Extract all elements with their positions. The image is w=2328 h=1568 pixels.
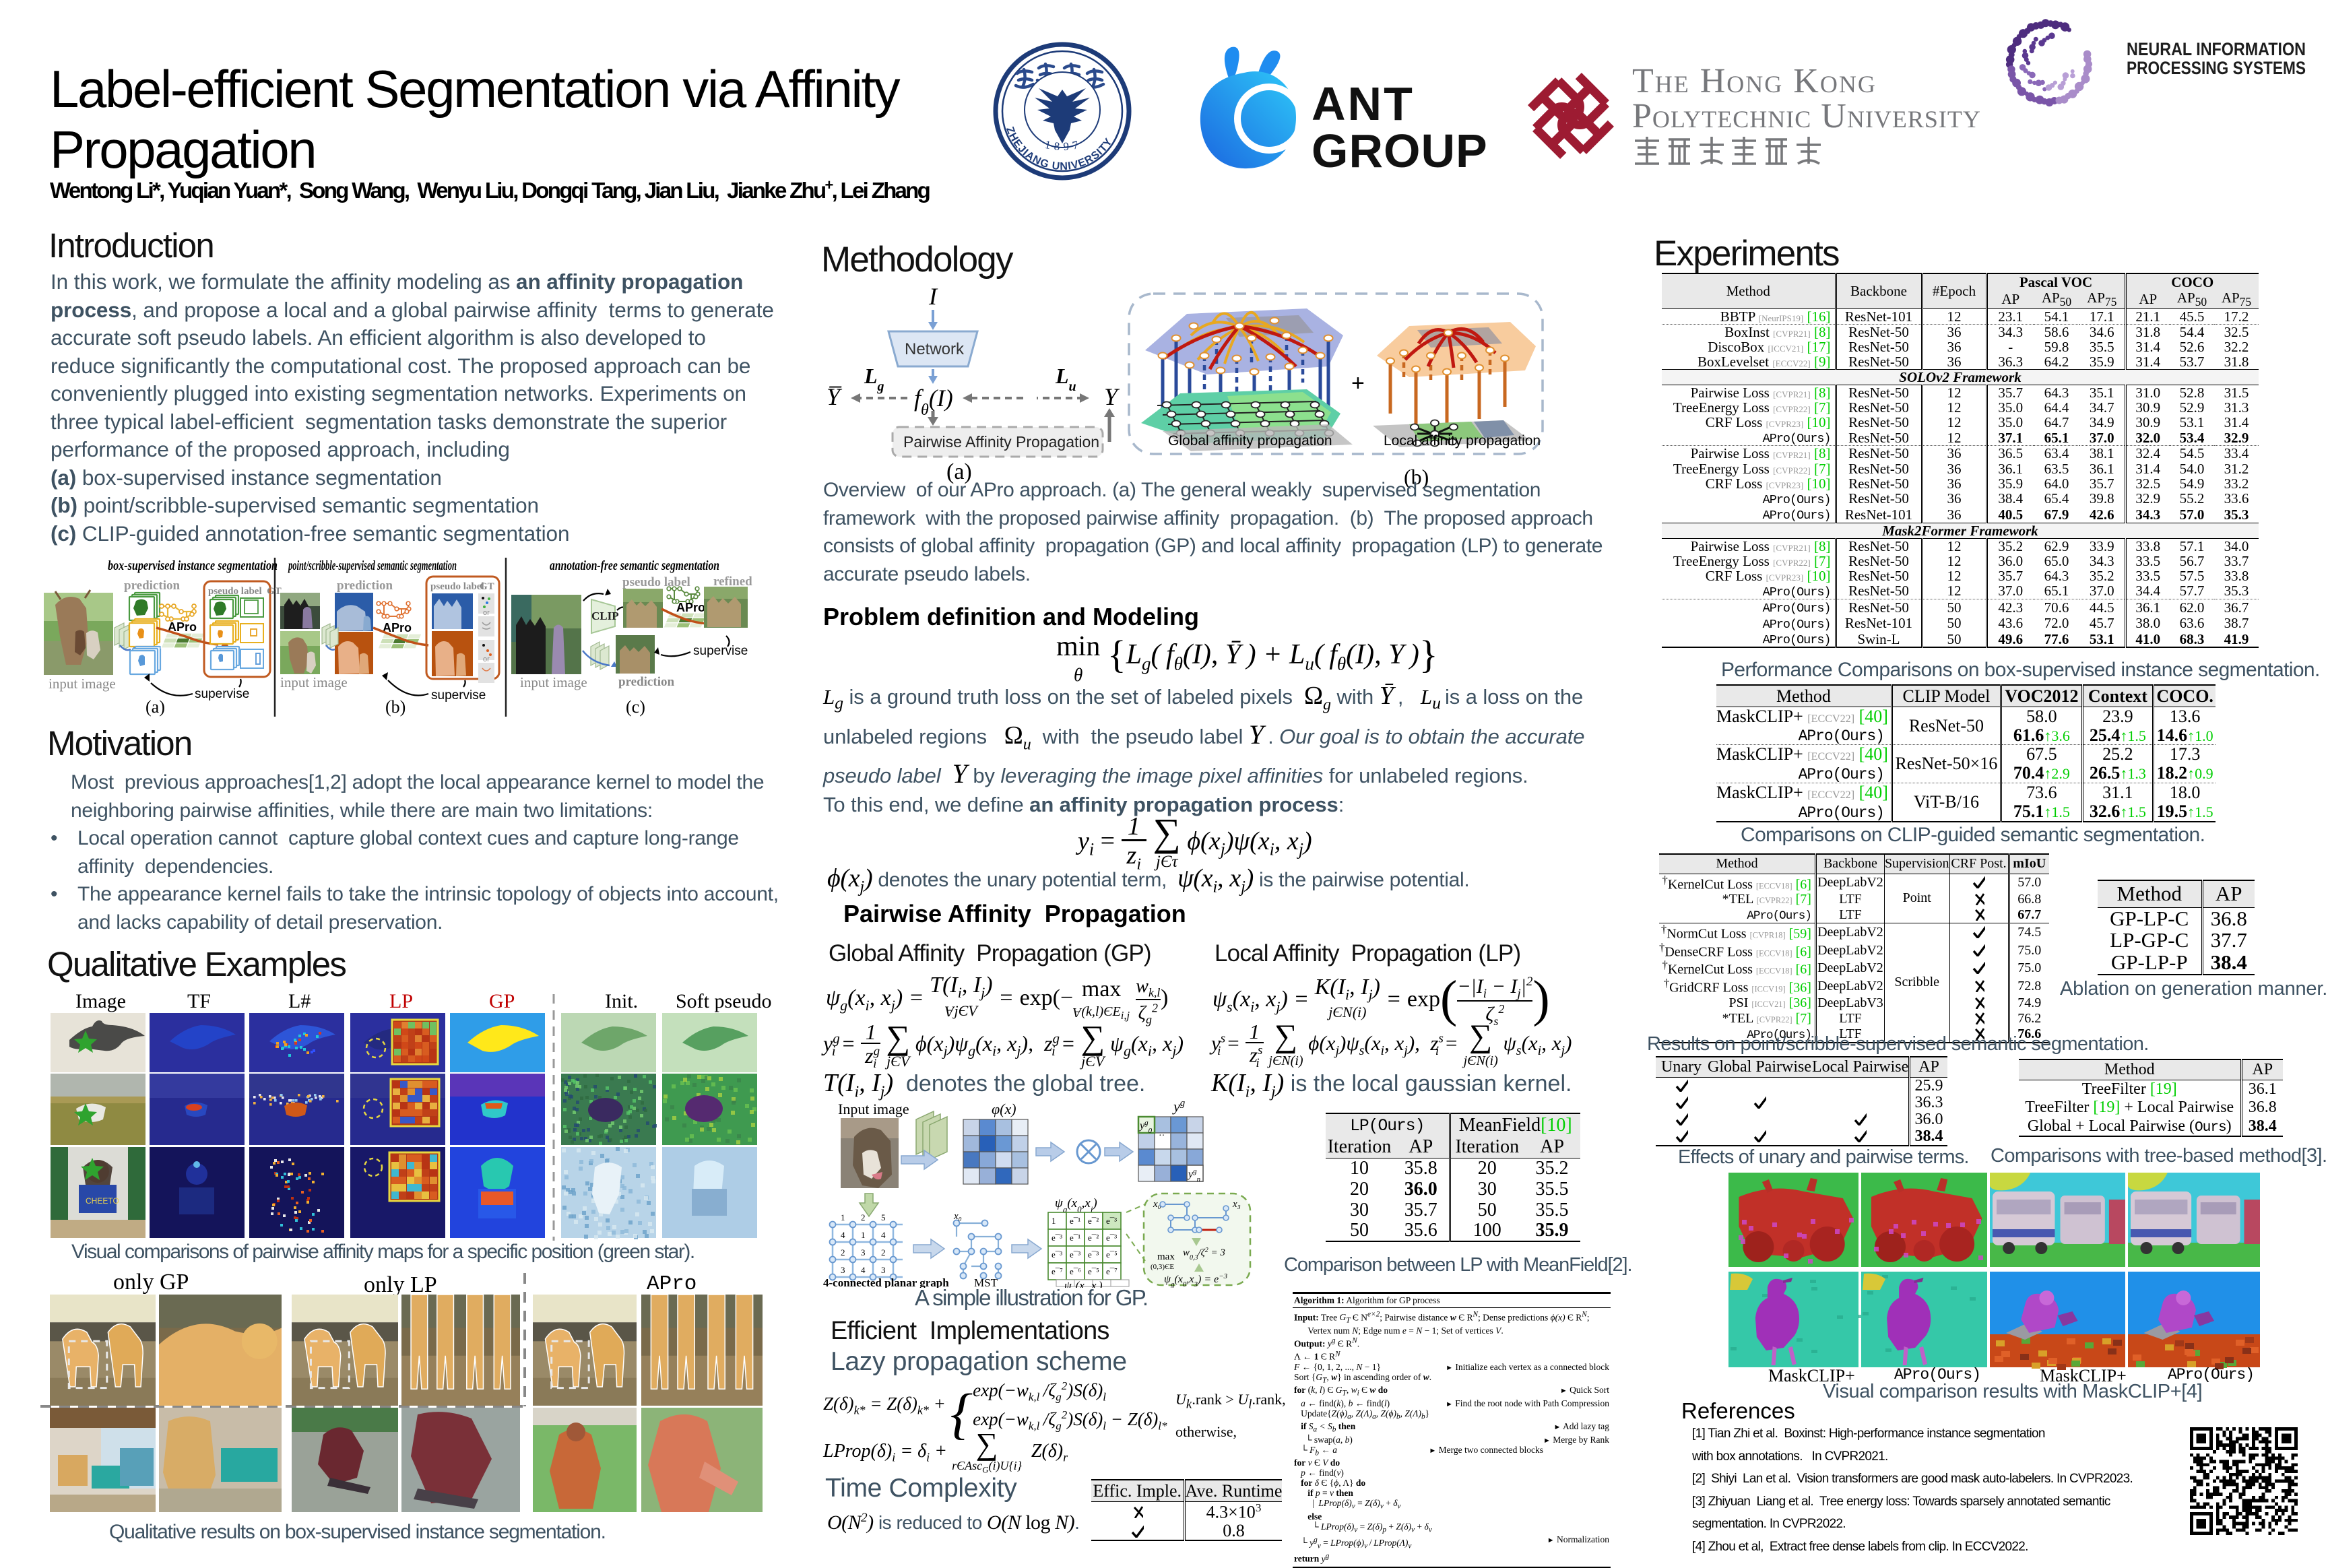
svg-text:ANT: ANT <box>1312 77 1415 130</box>
svg-text:Lu: Lu <box>1055 364 1076 394</box>
svg-text:e¯⁵: e¯⁵ <box>1106 1249 1118 1260</box>
svg-text:Pairwise Affinity Propagation: Pairwise Affinity Propagation <box>903 433 1099 451</box>
svg-text:Input image: Input image <box>838 1101 909 1117</box>
svg-text:only LP: only LP <box>364 1272 437 1297</box>
svg-text:2: 2 <box>881 1247 886 1257</box>
svg-text:2: 2 <box>841 1247 845 1257</box>
svg-text:Y̅: Y̅ <box>827 383 843 410</box>
svg-text:input image: input image <box>280 674 348 690</box>
svg-text:e¯¹: e¯¹ <box>1070 1216 1080 1226</box>
svg-text:e¯⁶: e¯⁶ <box>1070 1266 1081 1276</box>
svg-text:3: 3 <box>861 1247 866 1257</box>
svg-text:3: 3 <box>881 1265 886 1275</box>
svg-text:x₀: x₀ <box>1153 1199 1161 1210</box>
svg-text:(a): (a) <box>146 697 165 717</box>
svg-text:GT: GT <box>480 581 494 592</box>
svg-text:or: or <box>483 655 490 663</box>
svg-text:supervise: supervise <box>693 644 748 658</box>
svg-text:pseudo label: pseudo label <box>622 575 690 589</box>
svg-text:APro: APro <box>168 620 197 634</box>
svg-text:2: 2 <box>861 1212 866 1222</box>
svg-text:GROUP: GROUP <box>1312 125 1488 177</box>
svg-text:(0,3)ЄE: (0,3)ЄE <box>1151 1263 1174 1271</box>
svg-text:CLIP: CLIP <box>591 610 619 622</box>
svg-text:e¯³: e¯³ <box>1106 1216 1117 1226</box>
svg-text:Image: Image <box>75 990 126 1012</box>
svg-text:point/scribble-supervised sema: point/scribble-supervised semantic segme… <box>288 558 457 573</box>
svg-text:4: 4 <box>841 1230 845 1240</box>
svg-text:1: 1 <box>1052 1216 1056 1226</box>
svg-text:input image: input image <box>520 674 587 690</box>
svg-text:max: max <box>1157 1251 1175 1262</box>
svg-text:··: ·· <box>1159 1131 1165 1141</box>
svg-text:e¯³: e¯³ <box>1088 1249 1099 1260</box>
svg-text:e¯²: e¯² <box>1088 1233 1099 1243</box>
svg-text:5: 5 <box>881 1212 886 1222</box>
svg-text:e¯³: e¯³ <box>1052 1233 1062 1243</box>
svg-text:Polytechnic University: Polytechnic University <box>1632 97 1981 135</box>
svg-text:The Hong Kong: The Hong Kong <box>1632 62 1877 100</box>
svg-text:NEURAL INFORMATION: NEURAL INFORMATION <box>2127 39 2306 59</box>
svg-text:annotation-free semantic segme: annotation-free semantic segmentation <box>550 558 719 573</box>
svg-text:LP: LP <box>389 990 413 1012</box>
svg-text:4: 4 <box>881 1230 886 1240</box>
svg-text:input image: input image <box>48 676 116 692</box>
svg-text:GP: GP <box>489 990 515 1012</box>
svg-text:e¯³: e¯³ <box>1070 1249 1080 1260</box>
svg-text:or: or <box>483 609 490 617</box>
svg-text:1: 1 <box>841 1212 845 1222</box>
svg-text:MST: MST <box>974 1276 998 1288</box>
svg-text:x₀: x₀ <box>953 1211 962 1222</box>
svg-text:APro: APro <box>647 1272 697 1296</box>
svg-text:ψg(x0,xj): ψg(x0,xj) <box>1055 1196 1097 1214</box>
svg-text:Soft pseudo: Soft pseudo <box>676 990 772 1012</box>
svg-text:(b): (b) <box>385 697 406 717</box>
svg-text:yg: yg <box>1172 1099 1186 1115</box>
svg-text:only GP: only GP <box>113 1270 189 1295</box>
svg-text:TF: TF <box>187 990 211 1012</box>
svg-text:Y: Y <box>1104 383 1120 410</box>
svg-text:APro: APro <box>383 621 412 634</box>
svg-text:prediction: prediction <box>124 579 180 593</box>
svg-text:I: I <box>928 283 938 310</box>
svg-text:prediction: prediction <box>337 579 393 593</box>
svg-text:4: 4 <box>861 1265 866 1275</box>
svg-text:APro: APro <box>676 601 705 614</box>
svg-text:4-connected planar graph: 4-connected planar graph <box>823 1276 949 1288</box>
svg-text:e¯²: e¯² <box>1088 1216 1099 1226</box>
svg-text:x₃: x₃ <box>1232 1199 1241 1210</box>
svg-text:ψg(x0,x3) = e−3: ψg(x0,x3) = e−3 <box>1164 1272 1228 1288</box>
svg-text:L#: L# <box>288 990 311 1012</box>
svg-text:pseudo label GT: pseudo label GT <box>208 586 282 597</box>
svg-text:Network: Network <box>905 340 965 358</box>
svg-text:e¯⁷: e¯⁷ <box>1052 1266 1063 1276</box>
svg-text:CHEETO: CHEETO <box>86 1196 119 1206</box>
svg-text:supervise: supervise <box>431 688 486 703</box>
svg-text:e¯⁵: e¯⁵ <box>1088 1266 1099 1276</box>
svg-text:e¯³: e¯³ <box>1106 1233 1117 1243</box>
svg-text:PROCESSING SYSTEMS: PROCESSING SYSTEMS <box>2127 58 2306 78</box>
svg-text:+: + <box>1351 370 1365 396</box>
svg-text:Init.: Init. <box>605 990 638 1012</box>
svg-text:e¯³: e¯³ <box>1052 1249 1062 1260</box>
svg-text:Local affinity propagation: Local affinity propagation <box>1384 433 1541 449</box>
svg-text:(c): (c) <box>626 697 645 717</box>
svg-text:e¯¹: e¯¹ <box>1070 1233 1080 1243</box>
svg-text:Lg: Lg <box>864 364 884 394</box>
svg-text:box-supervised instance segmen: box-supervised instance segmentation <box>108 558 278 573</box>
svg-text:e¯⁷: e¯⁷ <box>1106 1266 1118 1276</box>
svg-text:3: 3 <box>841 1265 845 1275</box>
svg-text:1: 1 <box>861 1230 866 1240</box>
svg-text:Global affinity propagation: Global affinity propagation <box>1168 433 1332 449</box>
svg-text:supervise: supervise <box>195 687 249 701</box>
svg-text:refined: refined <box>713 575 752 589</box>
svg-text:prediction: prediction <box>618 675 674 689</box>
svg-text:pseudo label: pseudo label <box>430 581 484 592</box>
svg-text:1897: 1897 <box>1043 137 1083 153</box>
svg-text:φ(x): φ(x) <box>992 1101 1016 1117</box>
